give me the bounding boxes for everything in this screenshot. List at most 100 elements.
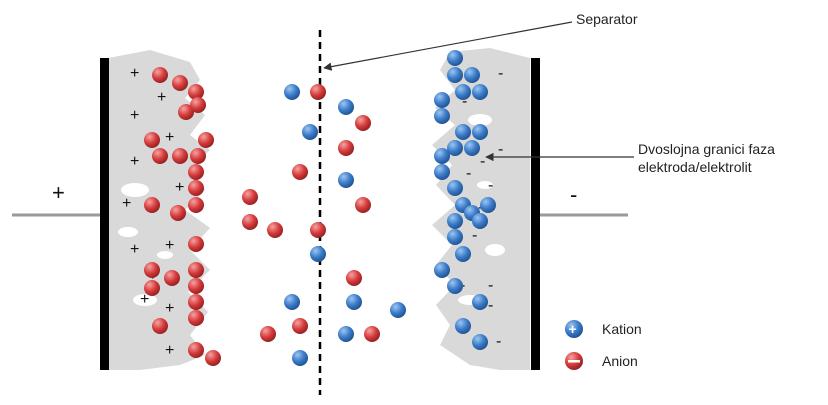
plus-sign: + [175, 179, 184, 196]
cation-particle [338, 172, 354, 188]
anion-particle [178, 104, 194, 120]
cation-particle [455, 124, 471, 140]
minus-sign: - [498, 141, 503, 158]
anion-particle [188, 180, 204, 196]
anion-particle [310, 222, 326, 238]
cation-particle [292, 350, 308, 366]
anion-particle [152, 148, 168, 164]
anion-particle [292, 318, 308, 334]
anion-particle [172, 75, 188, 91]
legend-cation-label: Kation [602, 321, 642, 337]
anion-particle [144, 197, 160, 213]
plus-sign: + [157, 89, 166, 106]
anion-particle [190, 97, 206, 113]
double-layer-label-line2: elektroda/elektrolit [638, 159, 752, 175]
anion-particle [188, 278, 204, 294]
cation-particle [472, 84, 488, 100]
cation-particle [284, 294, 300, 310]
anion-particle [188, 294, 204, 310]
cation-particle [434, 92, 450, 108]
cation-particle [447, 67, 463, 83]
legend: + Kation Anion [565, 320, 642, 370]
cation-particle [302, 124, 318, 140]
minus-sign: - [488, 297, 493, 314]
pores [118, 114, 505, 306]
cation-particle [472, 334, 488, 350]
minus-sign: - [496, 333, 501, 350]
anion-particle [198, 132, 214, 148]
legend-cation-icon [565, 320, 583, 338]
cation-particle [455, 246, 471, 262]
minus-sign: - [466, 165, 471, 182]
separator-arrow [323, 21, 573, 71]
anion-particle [152, 318, 168, 334]
anion-particle [260, 326, 276, 342]
anion-particle [310, 84, 326, 100]
minus-sign: - [498, 65, 503, 82]
plus-sign: + [130, 241, 139, 258]
cation-particle [447, 229, 463, 245]
plus-sign: + [122, 195, 131, 212]
cation-particle [434, 148, 450, 164]
cation-particle [472, 124, 488, 140]
plus-sign: + [165, 300, 174, 317]
cation-particle [346, 294, 362, 310]
anion-particle [170, 205, 186, 221]
anion-particle [292, 164, 308, 180]
cation-particle [447, 213, 463, 229]
cation-particle [434, 108, 450, 124]
negative-terminal-sign: - [570, 182, 577, 207]
positive-terminal-sign: + [52, 180, 65, 205]
anion-particle [144, 280, 160, 296]
cations [284, 50, 496, 366]
cation-particle [447, 278, 463, 294]
plus-sign: + [140, 291, 149, 308]
cation-particle [447, 50, 463, 66]
anion-particle [190, 148, 206, 164]
anion-particle [188, 164, 204, 180]
cation-particle [455, 84, 471, 100]
double-layer-label-line1: Dvoslojna granici faza [638, 141, 775, 157]
anion-particle [188, 342, 204, 358]
cation-particle [284, 84, 300, 100]
cation-particle [434, 262, 450, 278]
cation-particle [310, 246, 326, 262]
plus-sign: + [165, 342, 174, 359]
anion-particle [355, 115, 371, 131]
anions [144, 67, 380, 366]
cation-particle [464, 140, 480, 156]
anion-particle [188, 197, 204, 213]
anion-particle [364, 326, 380, 342]
right-electrode-plate [531, 58, 540, 370]
anion-particle [242, 214, 258, 230]
plus-sign: + [130, 153, 139, 170]
anion-particle [144, 262, 160, 278]
minus-sign: - [480, 153, 485, 170]
legend-cation-icon-sign: + [569, 321, 577, 337]
separator-label: Separator [576, 11, 638, 27]
cation-particle [464, 67, 480, 83]
cation-particle [472, 294, 488, 310]
cation-particle [472, 213, 488, 229]
cation-particle [434, 164, 450, 180]
minus-sign: - [472, 227, 477, 244]
legend-anion-icon-sign [568, 360, 580, 363]
plus-sign: + [130, 65, 139, 82]
cation-particle [390, 302, 406, 318]
anion-particle [346, 270, 362, 286]
cation-particle [338, 99, 354, 115]
cation-particle [480, 197, 496, 213]
cation-particle [447, 180, 463, 196]
anion-particle [338, 140, 354, 156]
cation-particle [447, 140, 463, 156]
anion-particle [205, 350, 221, 366]
anion-particle [355, 197, 371, 213]
anion-particle [242, 189, 258, 205]
anion-particle [144, 132, 160, 148]
legend-anion-label: Anion [602, 353, 638, 369]
plus-sign: + [130, 107, 139, 124]
minus-sign: - [462, 93, 467, 110]
cation-particle [338, 326, 354, 342]
plus-sign: + [165, 237, 174, 254]
